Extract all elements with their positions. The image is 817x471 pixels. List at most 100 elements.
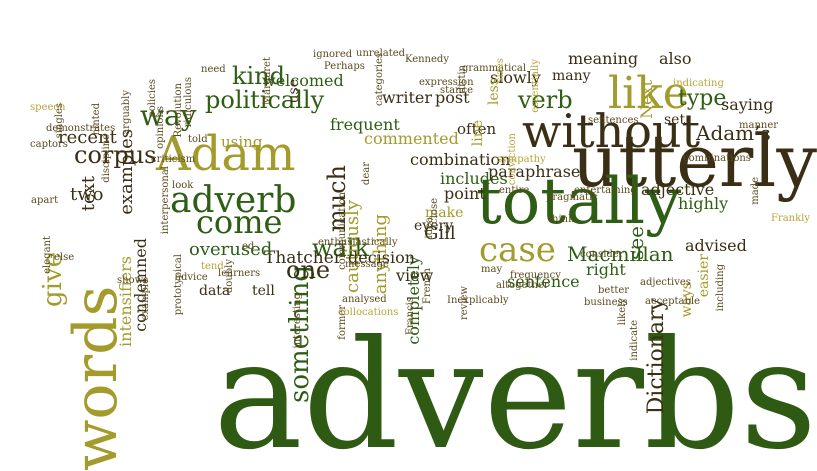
cloud-word: manner: [739, 120, 779, 131]
cloud-word: corpus: [74, 141, 157, 169]
cloud-word: kind: [232, 62, 286, 90]
cloud-word: verb: [518, 86, 573, 114]
cloud-word: walk: [312, 234, 370, 262]
cloud-word: Adam: [156, 126, 296, 182]
cloud-word: Inexplicably: [447, 295, 509, 306]
cloud-word: better: [598, 285, 630, 296]
cloud-word: welcomed: [262, 71, 344, 90]
cloud-word: many: [552, 68, 591, 84]
cloud-word: Francis: [405, 297, 416, 336]
cloud-word: two: [70, 184, 104, 205]
cloud-word: arguably: [121, 90, 132, 135]
cloud-word: easier: [696, 254, 712, 298]
cloud-word: post: [435, 88, 470, 107]
cloud-word: line: [470, 120, 486, 147]
cloud-word: analysed: [342, 294, 387, 305]
cloud-word: commented: [364, 129, 459, 148]
cloud-word: case: [479, 230, 556, 270]
cloud-word: think: [548, 214, 575, 225]
cloud-word: paraphrase: [488, 162, 581, 181]
cloud-word: Margaret: [262, 57, 273, 106]
cloud-word: learners: [218, 268, 261, 279]
cloud-word: advised: [685, 236, 747, 255]
cloud-word: use: [286, 79, 302, 104]
cloud-word: sympathy: [497, 154, 546, 165]
cloud-word: one: [286, 256, 331, 284]
cloud-word: set: [664, 112, 686, 128]
cloud-word: including: [715, 264, 726, 312]
cloud-word: stance: [440, 85, 474, 96]
cloud-word: way: [140, 99, 197, 132]
cloud-word: prototypical: [173, 254, 184, 316]
cloud-word: recent: [58, 127, 117, 148]
cloud-word: Kennedy: [405, 54, 449, 65]
cloud-word: data: [199, 283, 231, 299]
cloud-word: Macmillan: [567, 242, 674, 266]
cloud-word: ignored: [313, 49, 353, 60]
cloud-word: Thatcher: [264, 248, 342, 268]
cloud-word: ridiculous: [183, 77, 194, 128]
cloud-word: doubly: [224, 259, 235, 294]
cloud-word: opinions: [155, 106, 166, 149]
cloud-word: review: [459, 286, 470, 321]
cloud-word: come: [196, 203, 283, 241]
cloud-word: entire: [499, 185, 530, 196]
cloud-word: interesting: [292, 293, 303, 349]
cloud-word: Gill: [424, 223, 456, 244]
cloud-word: essentially: [530, 59, 541, 113]
cloud-word: saying: [721, 95, 774, 114]
cloud-word: ed: [242, 241, 255, 252]
cloud-word: collocations: [338, 307, 399, 318]
cloud-word: expression: [419, 77, 474, 88]
cloud-word: view: [396, 266, 434, 285]
cloud-word: distin: [457, 65, 468, 94]
cloud-word: politically: [205, 86, 325, 114]
cloud-word: using: [221, 133, 263, 151]
cloud-word: frequent: [330, 115, 400, 134]
cloud-word: criticism: [151, 154, 196, 165]
cloud-word: consider: [580, 249, 624, 260]
cloud-word: sizes: [495, 58, 506, 83]
cloud-word: close: [429, 198, 440, 224]
cloud-word: may: [481, 264, 503, 275]
cloud-word: Dictionary: [644, 298, 669, 415]
cloud-word: tell: [252, 283, 275, 299]
cloud-word: look: [172, 180, 194, 191]
cloud-word: demonstrates: [46, 123, 116, 134]
cloud-word: indicate: [629, 320, 640, 361]
cloud-word: grammatical: [462, 63, 527, 74]
cloud-word: enthusiastically: [318, 237, 398, 248]
cloud-word: discipline: [101, 134, 112, 183]
cloud-word: speech: [30, 102, 66, 113]
cloud-word: entertaining: [574, 185, 637, 196]
cloud-word: altogether: [496, 280, 549, 291]
cloud-word: right: [586, 260, 626, 279]
cloud-word: else: [54, 252, 75, 263]
cloud-word: made: [750, 177, 761, 205]
cloud-word: apart: [31, 195, 59, 206]
cloud-word: elegant: [42, 236, 53, 274]
cloud-word: Next: [637, 80, 656, 119]
cloud-word: text: [78, 176, 99, 212]
cloud-word: acceptable: [645, 296, 700, 307]
cloud-word: sentences: [588, 115, 639, 126]
cloud-word: pragmatic: [546, 192, 598, 203]
cloud-word: shows: [117, 275, 149, 286]
cloud-word: totally: [476, 165, 682, 239]
cloud-word: combination: [410, 150, 511, 169]
cloud-word: decision: [348, 248, 416, 267]
cloud-word: writer: [382, 88, 433, 107]
cloud-word: message: [345, 259, 389, 270]
cloud-word: every: [414, 218, 454, 234]
cloud-word: examples: [116, 129, 137, 215]
cloud-word: overused: [189, 239, 273, 260]
cloud-word: conviction: [507, 133, 518, 186]
cloud-word: categories: [374, 53, 385, 106]
cloud-word: likely: [617, 298, 628, 326]
cloud-word: point: [444, 184, 486, 203]
cloud-word: also: [659, 49, 692, 68]
cloud-word: business: [584, 297, 628, 308]
cloud-word: told: [188, 134, 208, 145]
cloud-word: dear: [361, 162, 372, 186]
